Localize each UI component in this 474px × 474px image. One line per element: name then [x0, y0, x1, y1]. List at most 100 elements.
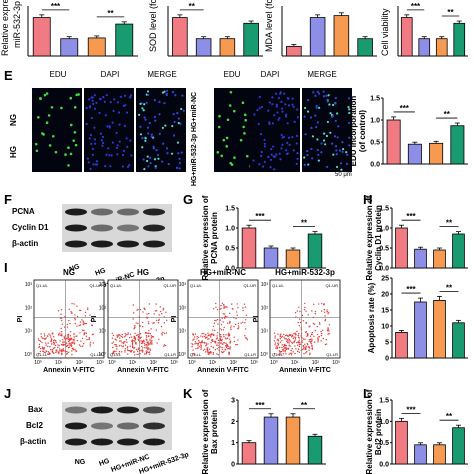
event-dot [235, 343, 237, 346]
nucleus-dot [178, 161, 181, 165]
flow-xtick: 10¹ [55, 360, 63, 366]
event-dot [68, 343, 70, 345]
event-dot [145, 339, 148, 341]
event-dot [274, 344, 276, 346]
row1-chart-1: ** [167, 2, 263, 57]
edu-headers: EDU DAPI MERGE EDU DAPI MERGE NG HG HG+m… [9, 70, 352, 186]
event-dot [278, 346, 281, 349]
event-dot [134, 354, 136, 356]
event-dot [217, 342, 219, 344]
event-dot [298, 324, 301, 327]
event-dot [220, 329, 223, 331]
nucleus-dot [276, 111, 279, 114]
nucleus-dot [161, 126, 165, 130]
nucleus-dot [144, 139, 147, 142]
event-dot [210, 333, 212, 336]
event-dot [229, 346, 231, 349]
event-dot [68, 351, 70, 353]
nucleus-dot [147, 165, 150, 168]
event-dot [304, 302, 306, 305]
nucleus-dot [268, 101, 271, 104]
nucleus-dot [233, 156, 236, 159]
event-dot [115, 353, 118, 355]
event-dot [112, 352, 115, 354]
nucleus-dot [172, 112, 175, 116]
event-dot [191, 343, 193, 345]
event-dot [57, 346, 59, 349]
event-dot [39, 348, 42, 350]
event-dot [74, 319, 76, 321]
event-dot [162, 331, 164, 334]
blot-band [91, 240, 113, 248]
event-dot [67, 337, 69, 339]
blot-band [65, 422, 87, 430]
event-dot [70, 311, 72, 313]
nucleus-dot [180, 107, 183, 111]
flow-xaxis-label: Annexin V-FITC [279, 367, 331, 374]
row1-labels: Relative express miR-532-3p SOD level (f… [0, 0, 390, 56]
event-dot [117, 334, 120, 336]
nucleus-dot [326, 100, 329, 103]
event-dot [223, 313, 226, 315]
event-dot [218, 346, 220, 349]
event-dot [244, 319, 247, 321]
event-dot [197, 347, 199, 349]
nucleus-dot [181, 94, 184, 97]
event-dot [276, 345, 278, 347]
event-dot [137, 322, 139, 325]
event-dot [118, 350, 121, 353]
event-dot [82, 323, 85, 325]
bar [452, 427, 465, 465]
event-dot [233, 336, 235, 338]
event-dot [227, 345, 229, 348]
event-dot [55, 341, 57, 344]
event-dot [219, 336, 222, 338]
event-dot [217, 353, 219, 356]
nucleus-dot [315, 104, 318, 108]
event-dot [163, 322, 165, 324]
nucleus-dot [241, 101, 245, 105]
event-dot [227, 347, 229, 350]
blot-band [143, 240, 165, 248]
sig-label: ** [446, 283, 453, 292]
event-dot [61, 352, 63, 355]
nucleus-dot [296, 152, 299, 155]
event-dot [223, 336, 225, 338]
nucleus-dot [327, 94, 330, 97]
event-dot [147, 341, 149, 343]
sig-label: ** [446, 219, 453, 228]
event-dot [71, 350, 73, 352]
nucleus-dot [153, 158, 157, 161]
event-dot [58, 352, 60, 355]
event-dot [150, 328, 152, 330]
nucleus-dot [85, 122, 88, 126]
nucleus-dot [228, 104, 232, 107]
bar [414, 301, 427, 359]
nucleus-dot [304, 133, 307, 136]
event-dot [229, 320, 231, 323]
event-dot [74, 317, 76, 320]
event-dot [134, 339, 137, 341]
event-dot [281, 344, 283, 346]
nucleus-dot [296, 116, 299, 119]
nucleus-dot [287, 136, 291, 139]
flow-xtick: 10¹ [209, 360, 217, 366]
y-tick-label: 1.5 [225, 206, 235, 213]
bar [433, 249, 446, 269]
flow-ytick: 10³ [99, 282, 107, 288]
event-dot [194, 341, 197, 343]
micrograph [32, 88, 82, 130]
event-dot [85, 332, 88, 334]
event-dot [206, 348, 208, 351]
event-dot [161, 332, 163, 335]
edu-row-ng: NG [9, 114, 18, 126]
event-dot [76, 339, 79, 342]
event-dot [288, 334, 291, 337]
blot-band [91, 406, 113, 414]
nucleus-dot [92, 102, 95, 105]
nucleus-dot [116, 101, 120, 104]
event-dot [40, 333, 42, 335]
event-dot [61, 323, 64, 325]
event-dot [128, 350, 131, 352]
nucleus-dot [310, 126, 313, 130]
